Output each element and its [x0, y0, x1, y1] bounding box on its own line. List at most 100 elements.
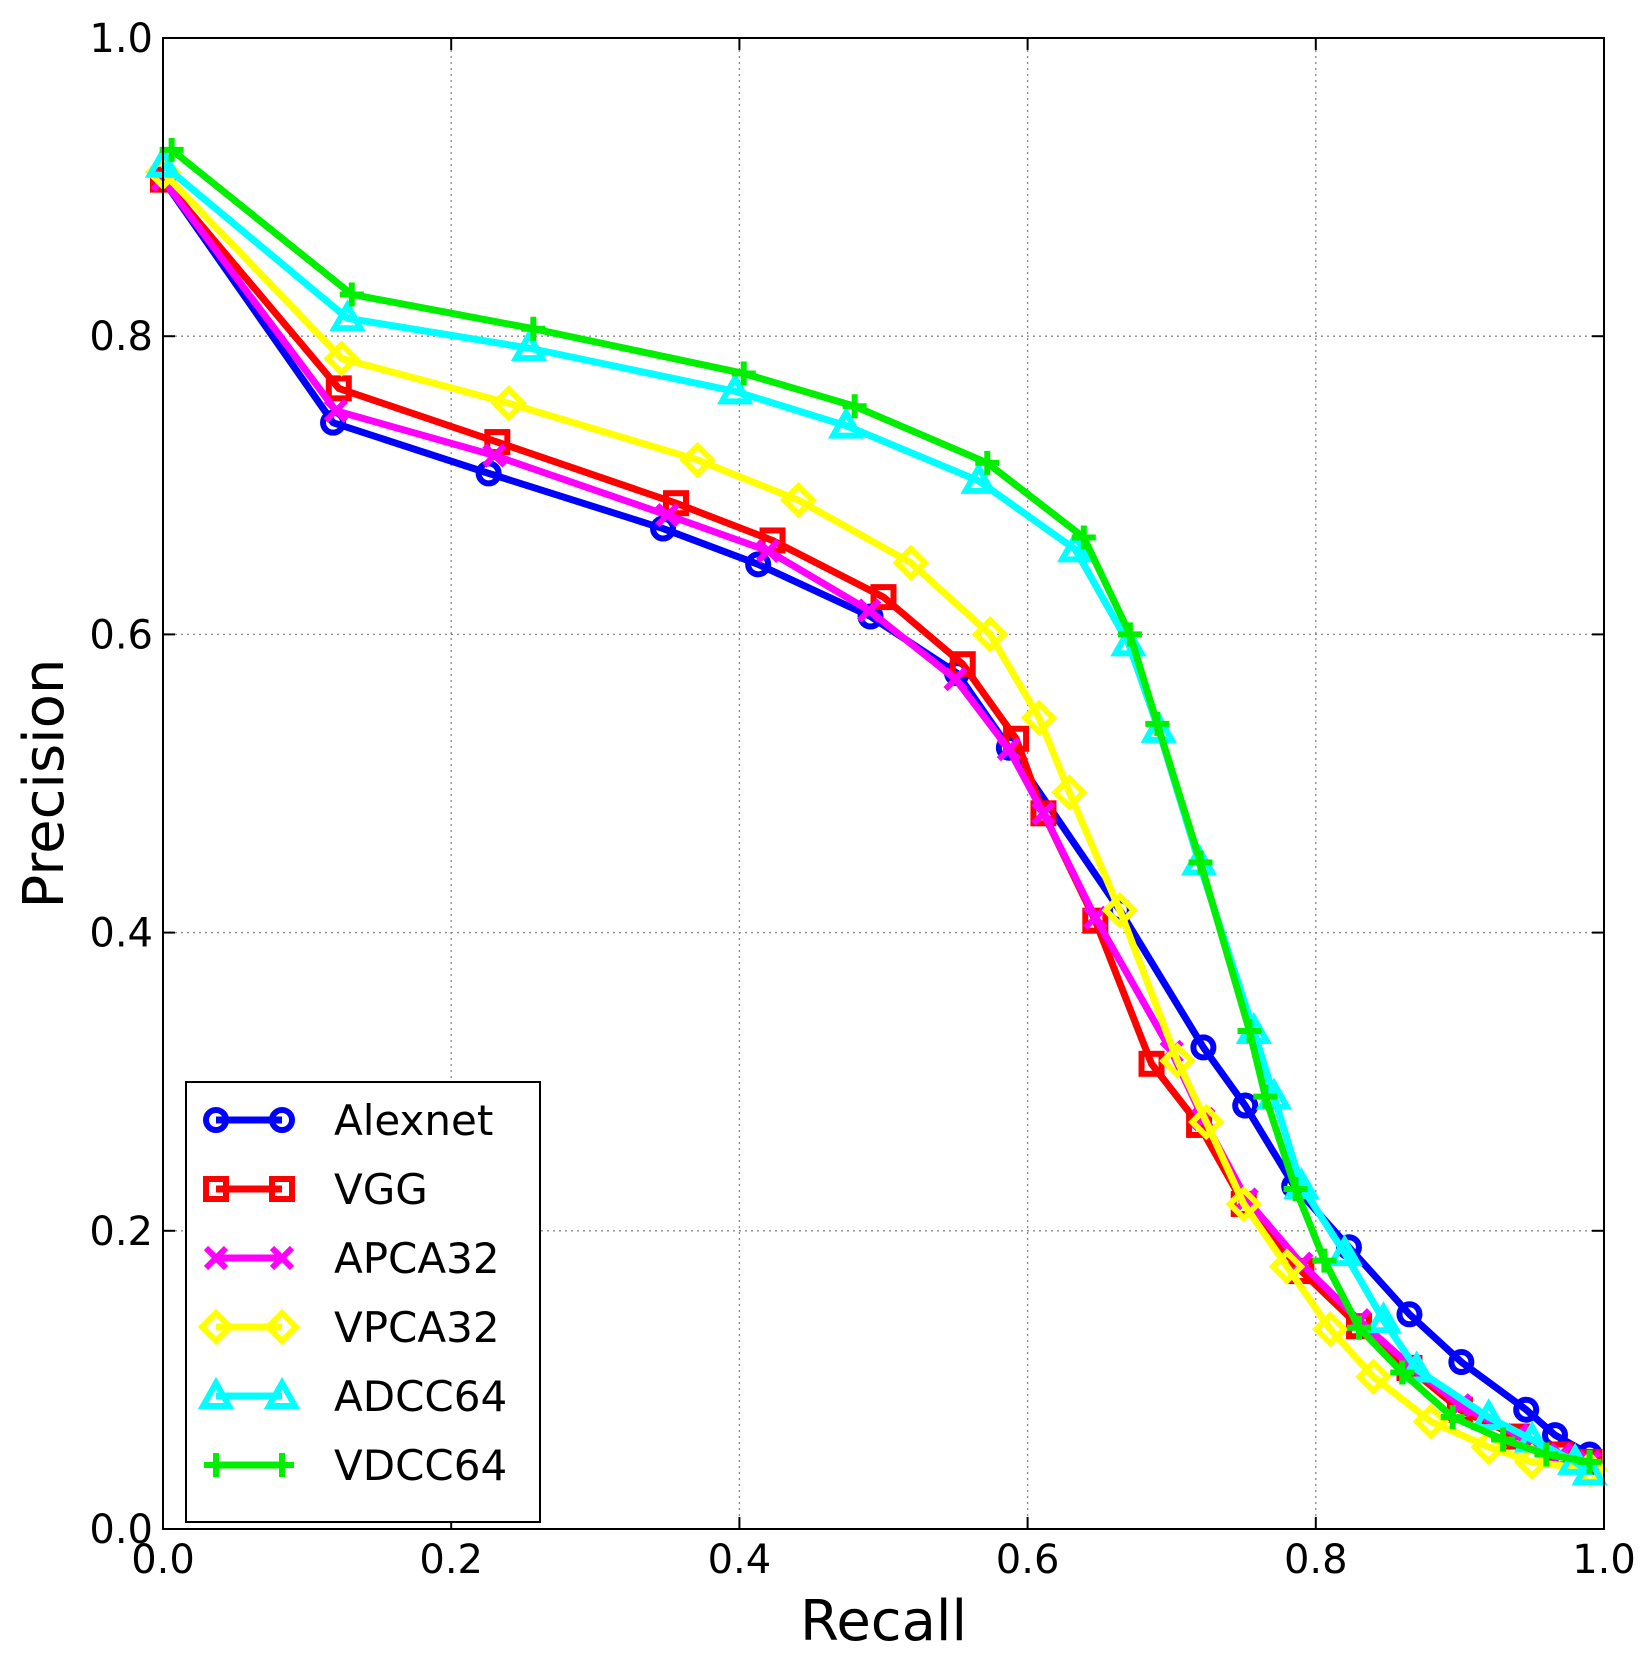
data-point-vpca32: [323, 340, 360, 377]
legend-label: ADCC64: [334, 1372, 507, 1421]
data-point-vpca32: [1268, 1248, 1306, 1285]
data-point-vdcc64: [1188, 850, 1213, 875]
data-point-vdcc64: [1283, 1177, 1308, 1202]
data-point-alexnet: [1448, 1349, 1475, 1376]
data-point-vpca32: [490, 385, 528, 422]
data-point-vpca32: [679, 441, 716, 479]
y-tick-label: 0.8: [89, 314, 153, 360]
x-tick-label: 0.4: [708, 1537, 772, 1583]
data-point-vdcc64: [1312, 1248, 1337, 1273]
legend-marker: [269, 1176, 295, 1202]
legend-item-alexnet: Alexnet: [203, 1096, 493, 1145]
data-point-apca32: [1031, 801, 1056, 826]
data-point-alexnet: [1513, 1396, 1540, 1423]
data-point-vgg: [1030, 800, 1057, 827]
data-point-vdcc64: [1390, 1360, 1415, 1385]
legend-item-vpca32: VPCA32: [197, 1303, 500, 1352]
data-point-vdcc64: [842, 394, 867, 419]
data-point-vdcc64: [1145, 711, 1170, 736]
data-point-apca32: [943, 667, 968, 692]
data-point-alexnet: [1232, 1092, 1259, 1119]
data-point-vdcc64: [1534, 1442, 1559, 1467]
data-point-vdcc64: [521, 316, 546, 341]
data-point-vdcc64: [1071, 525, 1096, 550]
data-point-vpca32: [780, 481, 817, 519]
axis-ticks: 0.0 0.2 0.4 0.6 0.8 1.0 0.0 0.2 0.4 0.6 0.8 1.0: [89, 16, 1635, 1583]
legend-marker: [269, 1245, 295, 1271]
legend-marker: [263, 1376, 301, 1409]
legend-label: VGG: [334, 1165, 428, 1214]
data-point-vpca32: [1412, 1403, 1450, 1440]
legend-marker: [204, 1453, 228, 1477]
series-line-alexnet: [160, 177, 1592, 1458]
data-point-vdcc64: [1440, 1405, 1465, 1430]
y-tick-label: 1.0: [89, 16, 153, 62]
data-point-vpca32: [1020, 699, 1058, 737]
data-point-apca32: [996, 737, 1021, 762]
data-point-vpca32: [1355, 1358, 1392, 1396]
data-point-vdcc64: [1237, 1019, 1262, 1044]
data-point-adcc64: [716, 372, 754, 405]
legend-label: APCA32: [334, 1234, 500, 1283]
data-point-vdcc64: [339, 282, 364, 307]
data-point-apca32: [756, 538, 781, 564]
data-point-adcc64: [960, 461, 997, 494]
x-tick-label: 0.6: [996, 1537, 1060, 1583]
data-point-adcc64: [1571, 1453, 1608, 1486]
y-tick-label: 0.6: [89, 612, 153, 658]
legend-marker: [263, 1308, 301, 1346]
legend-marker: [269, 1107, 295, 1133]
data-point-vdcc64: [1253, 1084, 1278, 1109]
x-tick-label: 0.8: [1284, 1537, 1348, 1583]
data-point-vpca32: [1188, 1103, 1225, 1141]
series-layer: [144, 137, 1608, 1488]
data-point-vdcc64: [975, 450, 1000, 475]
data-point-adcc64: [510, 329, 548, 362]
series-line-vdcc64: [169, 147, 1591, 1466]
x-tick-label: 1.0: [1572, 1537, 1636, 1583]
data-point-vpca32: [892, 544, 930, 582]
data-point-apca32: [482, 443, 507, 468]
y-axis-label: Precision: [12, 659, 77, 909]
data-point-adcc64: [1398, 1350, 1435, 1383]
data-point-vpca32: [1051, 774, 1088, 811]
x-tick-label: 0.2: [419, 1537, 483, 1583]
data-point-vdcc64: [1577, 1449, 1602, 1474]
y-tick-label: 0.4: [89, 911, 153, 957]
data-point-alexnet: [1396, 1301, 1423, 1328]
legend-marker: [270, 1453, 294, 1477]
data-point-alexnet: [1190, 1034, 1217, 1061]
legend-marker: [203, 1107, 229, 1133]
legend: Alexnet VGG APCA32 VPCA32 ADCC64 VDCC64: [185, 1081, 541, 1523]
legend-marker: [203, 1176, 229, 1202]
data-point-vpca32: [1101, 891, 1139, 929]
y-tick-label: 0.2: [89, 1209, 153, 1255]
data-point-vdcc64: [731, 361, 756, 386]
data-point-vgg: [870, 584, 897, 611]
data-point-adcc64: [827, 406, 865, 439]
data-point-vpca32: [1225, 1185, 1262, 1223]
legend-label: VDCC64: [334, 1441, 507, 1490]
data-point-adcc64: [1470, 1398, 1507, 1431]
data-point-apca32: [856, 598, 882, 623]
data-point-vdcc64: [1117, 622, 1142, 647]
data-point-alexnet: [745, 551, 772, 578]
data-point-vdcc64: [1491, 1427, 1516, 1452]
y-tick-label: 0.0: [89, 1507, 153, 1553]
data-point-vgg: [1138, 1050, 1165, 1077]
legend-item-adcc64: ADCC64: [197, 1372, 507, 1421]
data-point-vdcc64: [1347, 1315, 1372, 1340]
data-point-adcc64: [1326, 1234, 1363, 1267]
data-point-apca32: [655, 502, 680, 528]
legend-box: [185, 1081, 541, 1523]
plot-frame: [162, 37, 1605, 1530]
data-point-adcc64: [1365, 1301, 1402, 1334]
legend-item-apca32: APCA32: [203, 1234, 500, 1283]
data-point-vgg: [1003, 725, 1030, 752]
x-tick-label: 0.0: [131, 1537, 195, 1583]
data-point-vpca32: [1159, 1042, 1196, 1080]
data-point-apca32: [1083, 905, 1108, 930]
data-point-vpca32: [971, 616, 1009, 653]
legend-marker: [197, 1308, 235, 1346]
